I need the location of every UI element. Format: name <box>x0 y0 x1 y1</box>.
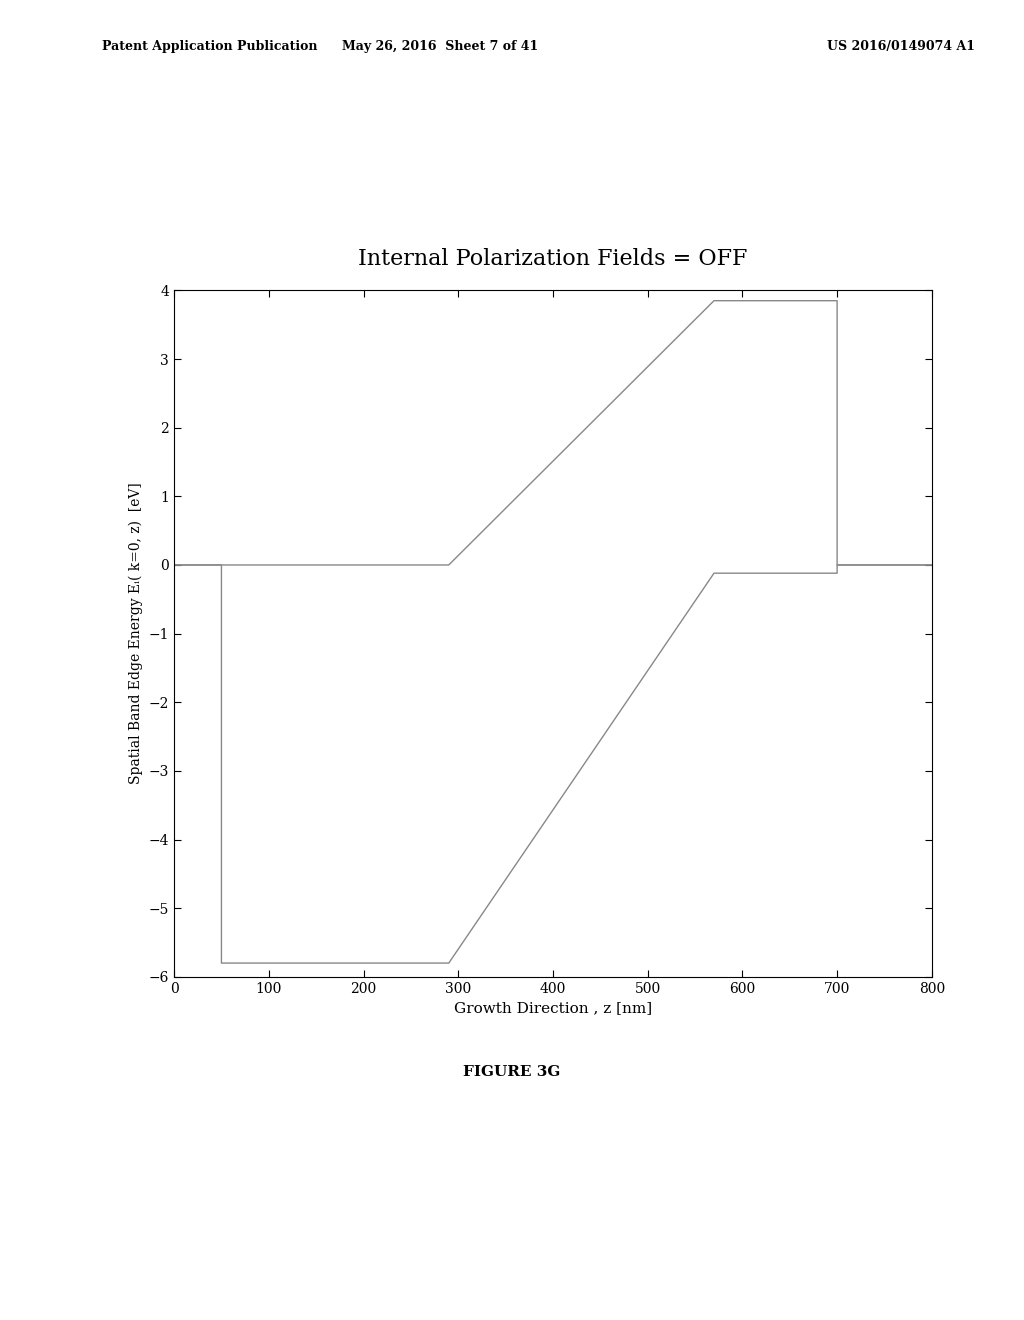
Title: Internal Polarization Fields = OFF: Internal Polarization Fields = OFF <box>358 248 748 271</box>
Text: Patent Application Publication: Patent Application Publication <box>102 40 317 53</box>
X-axis label: Growth Direction , z [nm]: Growth Direction , z [nm] <box>454 1001 652 1015</box>
Y-axis label: Spatial Band Edge Energy Eᵢ( k=0, z)  [eV]: Spatial Band Edge Energy Eᵢ( k=0, z) [eV… <box>129 483 143 784</box>
Text: May 26, 2016  Sheet 7 of 41: May 26, 2016 Sheet 7 of 41 <box>342 40 539 53</box>
Text: FIGURE 3G: FIGURE 3G <box>463 1065 561 1078</box>
Text: US 2016/0149074 A1: US 2016/0149074 A1 <box>827 40 975 53</box>
